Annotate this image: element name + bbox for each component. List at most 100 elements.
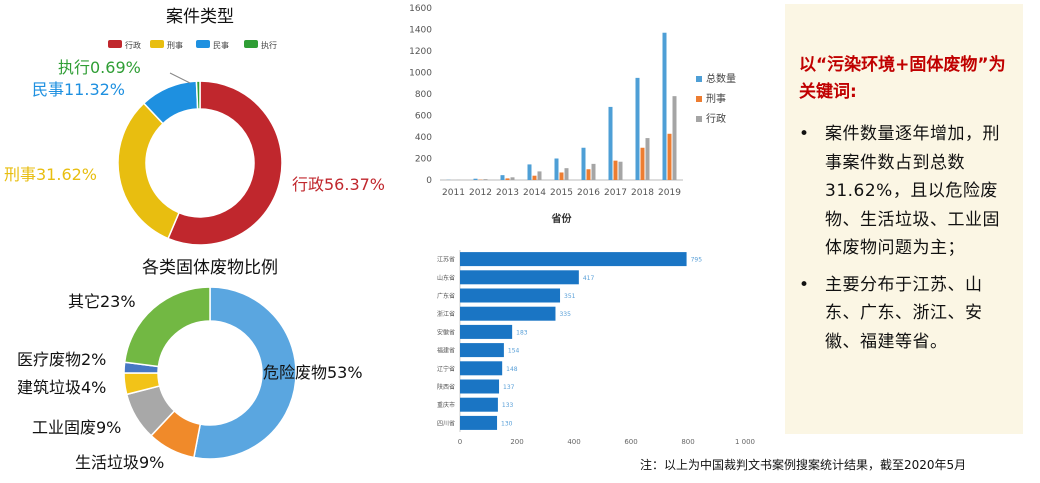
bar: [591, 163, 596, 180]
legend-swatch: [696, 76, 702, 82]
bar-value-label: 417: [583, 275, 595, 282]
legend-label: 行政: [706, 112, 726, 125]
y-tick-label: 四川省: [437, 419, 455, 427]
legend-swatch: [150, 40, 164, 48]
y-tick-label: 1400: [409, 26, 432, 36]
callout-point-text: 主要分布于江苏、山东、广东、浙江、安徽、福建等省。: [825, 274, 983, 352]
slice-label: 执行0.69%: [58, 58, 141, 77]
slice-label: 行政56.37%: [292, 175, 385, 194]
bar: [559, 172, 564, 180]
province-cases-bar-panel: 江苏省 795 山东省 417 广东省 351 浙江省 335 安徽省 183 福建省 154 辽宁省 1…: [400, 240, 785, 450]
y-tick-label: 0: [426, 176, 432, 186]
bar: [581, 147, 586, 180]
y-tick-label: 辽宁省: [437, 365, 455, 373]
legend-swatch: [696, 96, 702, 102]
y-tick-label: 安徽省: [437, 328, 455, 336]
footnote: 注：以上为中国裁判文书案例搜案统计结果，截至2020年5月: [640, 458, 967, 472]
bar: [613, 160, 618, 180]
bar: [460, 288, 561, 303]
bar: [483, 179, 488, 180]
y-tick-label: 200: [415, 155, 432, 165]
slice-label: 工业固废9%: [32, 418, 121, 437]
bar-value-label: 335: [559, 311, 571, 318]
x-axis-label: 省份: [551, 212, 573, 225]
y-tick-label: 重庆市: [437, 401, 455, 409]
bar: [460, 415, 498, 430]
bar-value-label: 183: [516, 329, 528, 336]
legend-swatch: [196, 40, 210, 48]
case-type-donut-panel: 案件类型行政 刑事 民事 执行行政56.37% 刑事31.62% 民事11.32% 执行0.…: [0, 0, 400, 252]
x-tick-label: 2017: [604, 188, 627, 198]
bar: [473, 178, 478, 180]
bar: [554, 158, 559, 180]
province-cases-bar-chart: 江苏省 795 山东省 417 广东省 351 浙江省 335 安徽省 183 福建省 154 辽宁省 1…: [437, 250, 755, 446]
callout-point: • 案件数量逐年增加，刑事案件数占到总数31.62%，且以危险废物、生活垃圾、工…: [799, 120, 1017, 263]
callout-title: 以“污染环境+固体废物”为关键词:: [799, 55, 1006, 102]
x-tick-label: 600: [624, 438, 637, 446]
bar: [460, 343, 504, 358]
x-tick-label: 400: [567, 438, 580, 446]
bullet-icon: •: [799, 124, 810, 144]
solid-waste-donut-panel: 各类固体废物比例 危险废物53% 生活垃圾9% 工业固废9% 建筑垃圾4% 医疗废物2% 其…: [0, 252, 400, 483]
legend-label: 刑事: [706, 92, 726, 105]
legend-label: 行政: [125, 40, 141, 50]
donut-slice: [167, 80, 283, 246]
callout-point: • 主要分布于江苏、山东、广东、浙江、安徽、福建等省。: [799, 271, 1017, 357]
callout-point-text: 案件数量逐年增加，刑事案件数占到总数31.62%，且以危险废物、生活垃圾、工业固…: [825, 124, 1000, 258]
legend-label: 总数量: [706, 72, 736, 85]
x-tick-label: 2013: [496, 188, 519, 198]
bar: [510, 177, 515, 180]
y-tick-label: 浙江省: [437, 310, 455, 318]
slice-label: 建筑垃圾4%: [17, 378, 106, 397]
legend-label: 民事: [213, 40, 229, 50]
bar: [460, 306, 556, 321]
callout-list: • 案件数量逐年增加，刑事案件数占到总数31.62%，且以危险废物、生活垃圾、工…: [799, 120, 1017, 356]
bar-value-label: 148: [506, 366, 518, 373]
donut-slice: [123, 286, 211, 368]
legend-label: 刑事: [167, 40, 183, 50]
x-tick-label: 2015: [550, 188, 573, 198]
bar: [635, 77, 640, 180]
bar-value-label: 154: [508, 348, 520, 355]
bar-value-label: 130: [501, 420, 513, 427]
y-tick-label: 800: [415, 90, 432, 100]
bar: [527, 164, 532, 180]
bar: [564, 168, 569, 180]
x-tick-label: 2016: [577, 188, 600, 198]
legend-swatch: [244, 40, 258, 48]
y-tick-label: 江苏省: [437, 256, 455, 264]
y-tick-label: 1000: [409, 69, 432, 79]
legend-label: 执行: [261, 40, 277, 50]
slice-label: 生活垃圾9%: [75, 453, 164, 472]
bullet-icon: •: [799, 274, 810, 295]
chart-title: 案件类型: [166, 7, 234, 27]
y-tick-label: 福建省: [437, 347, 455, 355]
bar: [460, 270, 579, 285]
x-tick-label: 1 000: [735, 438, 755, 446]
x-tick-label: 2018: [631, 188, 654, 198]
y-tick-label: 600: [415, 112, 432, 122]
x-tick-label: 2011: [442, 188, 465, 198]
legend-swatch: [696, 116, 702, 122]
slice-label: 民事11.32%: [32, 80, 125, 99]
slice-label: 刑事31.62%: [4, 165, 97, 184]
bar: [662, 32, 667, 180]
bar-value-label: 795: [691, 257, 703, 264]
x-tick-label: 2014: [523, 188, 546, 198]
bar: [537, 171, 542, 180]
x-tick-label: 200: [510, 438, 523, 446]
bar: [460, 379, 500, 394]
yearly-cases-bar-chart: 0 200 400 600 800 1000 1200 1400 1600 2011 2012 201…: [409, 4, 736, 225]
x-tick-label: 0: [458, 438, 462, 446]
bar: [608, 106, 613, 180]
y-tick-label: 陕西省: [437, 383, 455, 391]
bar: [500, 175, 505, 180]
donut-slice: [195, 80, 201, 110]
y-tick-label: 1600: [409, 4, 432, 14]
slice-label: 危险废物53%: [263, 363, 363, 382]
label-leader-line: [169, 72, 191, 84]
bar: [460, 324, 513, 339]
donut-slice: [193, 286, 297, 460]
